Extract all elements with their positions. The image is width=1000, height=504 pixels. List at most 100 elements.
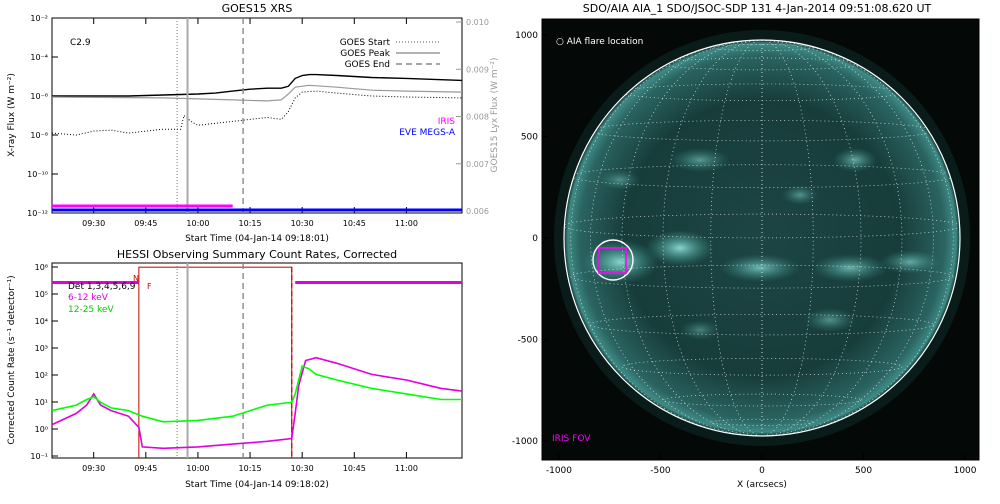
aia-x-ticks: -1000 -500 0 500 1000 [546,454,977,476]
hessi-y-tick-label: 10⁶ [35,263,48,272]
aia-longitude-line [570,40,763,436]
hessi-flag-f: F [147,282,152,291]
aia-y-ticks: 1000 500 0 -500 -1000 [512,31,548,447]
hessi-y-ticks: 10⁶ 10⁵ 10⁴ 10³ 10² 10¹ 10⁰ 10⁻¹ [30,263,58,461]
aia-x-tick-label: -500 [650,466,671,476]
aia-latitude-line [662,393,862,407]
aia-longitude-line [662,40,763,436]
hessi-legend-low: 6-12 keV [68,293,109,303]
goes-y-tick-right-label: 0.006 [466,207,489,216]
hessi-y-tick-label: 10⁰ [35,425,48,434]
goes-x-tick-label: 09:30 [82,219,105,228]
hessi-y-tick-label: 10⁵ [35,290,48,299]
aia-longitude-line [761,40,954,436]
aia-fov-label: IRIS FOV [552,434,591,444]
hessi-y-tick-label: 10² [35,371,48,380]
goes-y-label-right: GOES15 Lyx Flux (W m⁻²) [490,58,500,173]
aia-x-tick-label: -1000 [546,466,572,476]
goes-y-label-left: X-ray Flux (W m⁻²) [7,73,17,157]
hessi-x-tick-label: 10:00 [186,464,209,473]
aia-longitude-line [761,40,862,436]
iris-fov-box [598,247,627,274]
goes-y-tick-right-label: 0.008 [466,113,489,122]
limb-circle [563,39,961,437]
goes-x-tick-label: 11:00 [395,219,418,228]
goes-legend-peak: GOES Peak [340,49,390,59]
aia-y-tick-label: 1000 [515,31,538,41]
hessi-x-ticks: 09:30 09:45 10:00 10:15 10:30 10:45 11:00 [82,452,418,473]
aia-longitude-line [761,40,903,436]
hessi-plot-area [52,263,462,458]
solar-disk [564,40,960,436]
hessi-y-tick-label: 10⁴ [35,317,48,326]
goes-label-iris: IRIS [438,117,456,127]
hessi-series-line [52,365,462,423]
aia-latitude-line [621,357,903,376]
goes-y-tick-right-label: 0.010 [466,18,489,27]
goes-label-eve: EVE MEGS-A [399,128,456,138]
goes-y-ticks-right: 0.010 0.009 0.008 0.007 0.006 [456,18,489,216]
goes-x-ticks: 09:30 09:45 10:00 10:15 10:30 10:45 11:00 [82,18,418,228]
goes-y-tick-label: 10⁻⁸ [30,131,48,140]
hessi-flag-n: N [133,274,139,283]
goes-legend-end: GOES End [345,60,390,70]
aia-y-tick-label: -1000 [512,437,538,447]
aia-image [554,30,970,446]
goes-plot-area [52,18,462,213]
goes-x-tick-label: 10:00 [186,219,209,228]
hessi-night-box [138,266,293,458]
aia-y-tick-label: 500 [521,132,538,142]
goes-x-label: Start Time (04-Jan-14 09:18:01) [185,234,329,244]
hessi-y-label: Corrected Count Rate (s⁻¹ detector⁻¹) [7,275,17,444]
goes-series-line [52,84,462,102]
hessi-y-tick-label: 10¹ [35,398,48,407]
hessi-x-tick-label: 10:15 [239,464,262,473]
hessi-x-tick-label: 10:45 [343,464,366,473]
hessi-y-tick-label: 10³ [35,344,48,353]
goes-y-ticks-left: 10⁻² 10⁻⁴ 10⁻⁶ 10⁻⁸ 10⁻¹⁰ 10⁻¹² [27,14,58,218]
goes-y-tick-label: 10⁻⁴ [30,53,48,62]
aia-y-tick-label: -500 [518,336,539,346]
hessi-panel: HESSI Observing Summary Count Rates, Cor… [7,248,463,490]
goes-panel: GOES15 XRS C2.9 10⁻²10⁻⁴10⁻⁶10⁻⁸10⁻¹⁰10⁻… [7,2,500,244]
goes-x-tick-label: 10:15 [239,219,262,228]
flare-location-circle [592,239,634,281]
hessi-legend-high: 12-25 keV [68,305,114,315]
aia-y-tick-label: 0 [532,234,538,244]
active-regions [564,40,960,436]
aia-x-tick-label: 1000 [954,466,977,476]
aia-panel: SDO/AIA AIA_1 SDO/JSOC-SDP 131 4-Jan-201… [512,2,980,490]
aia-title: SDO/AIA AIA_1 SDO/JSOC-SDP 131 4-Jan-201… [583,2,932,15]
goes-title: GOES15 XRS [222,2,293,15]
hessi-legend: Det 1,3,4,5,6,9 6-12 keV 12-25 keV N F [68,274,152,315]
goes-y-tick-right-label: 0.009 [466,65,489,74]
hessi-frame [51,262,463,459]
aia-longitude-line [621,40,763,436]
hessi-x-tick-label: 11:00 [395,464,418,473]
goes-y-tick-label: 10⁻¹² [27,209,48,218]
goes-flare-class: C2.9 [70,38,91,48]
goes-legend: GOES Start GOES Peak GOES End IRIS EVE M… [340,38,456,138]
goes-y-tick-label: 10⁻¹⁰ [27,170,48,179]
hessi-series-line [52,356,462,450]
goes-y-tick-label: 10⁻⁶ [30,92,48,101]
goes-frame [51,17,463,214]
hessi-legend-det: Det 1,3,4,5,6,9 [68,282,136,292]
goes-y-tick-label: 10⁻² [30,14,48,23]
aia-longitude-line [590,40,763,436]
goes-legend-start: GOES Start [340,38,391,48]
goes-x-tick-label: 10:45 [343,219,366,228]
hessi-x-tick-label: 10:30 [291,464,314,473]
aia-latitude-line [710,418,814,426]
aia-flare-label: ○ AIA flare location [556,37,643,47]
goes-x-tick-label: 09:45 [134,219,157,228]
hessi-x-label: Start Time (04-Jan-14 09:18:02) [185,480,329,490]
aia-x-tick-label: 500 [855,466,872,476]
goes-y-tick-right-label: 0.007 [466,160,489,169]
hessi-x-tick-label: 09:45 [134,464,157,473]
goes-x-tick-label: 10:30 [291,219,314,228]
hessi-title: HESSI Observing Summary Count Rates, Cor… [117,248,397,261]
goes-series-line [52,73,462,97]
